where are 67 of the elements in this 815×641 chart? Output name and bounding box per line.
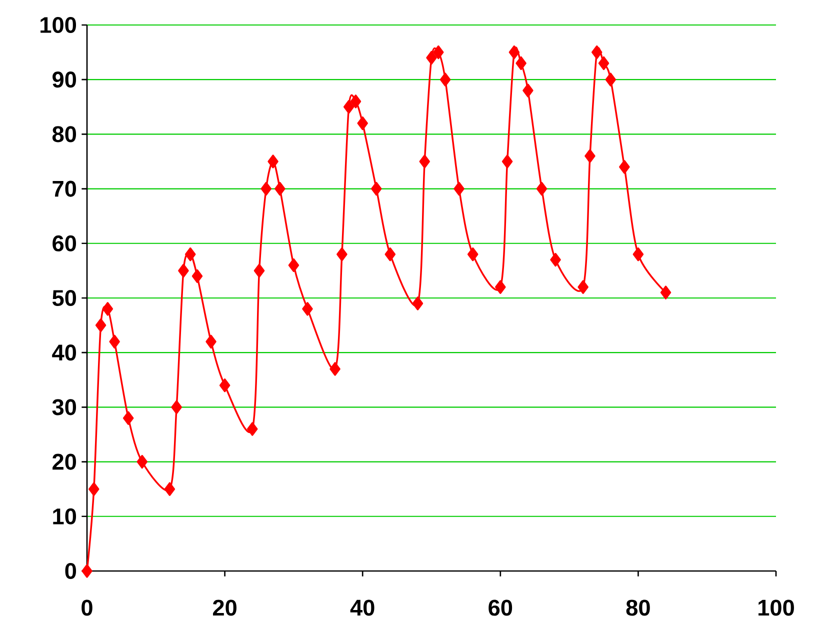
- point: [136, 454, 148, 469]
- x-tick-label: 100: [758, 600, 794, 616]
- y-tick-label: 100: [40, 16, 76, 34]
- point: [598, 56, 610, 70]
- y-tick-label: 20: [52, 454, 76, 470]
- point: [254, 264, 265, 278]
- point: [192, 269, 203, 284]
- x-tick-label: 80: [626, 600, 650, 616]
- x-tick-label: 0: [82, 600, 92, 616]
- point: [302, 302, 313, 316]
- y-tick-label: 10: [53, 508, 76, 524]
- point: [206, 334, 216, 349]
- point: [508, 45, 520, 60]
- point: [550, 252, 561, 267]
- point: [454, 182, 464, 196]
- point: [88, 482, 100, 496]
- point: [343, 100, 354, 114]
- point: [219, 378, 230, 392]
- point: [495, 280, 506, 294]
- point: [591, 45, 602, 60]
- point: [171, 400, 182, 414]
- point: [502, 154, 513, 168]
- point: [584, 149, 596, 163]
- x-tick-label: 40: [350, 600, 374, 616]
- y-tick-label: 40: [52, 344, 76, 361]
- y-tick-label: 0: [65, 562, 76, 580]
- point: [336, 247, 348, 262]
- point: [82, 564, 92, 578]
- y-tick-label: 30: [52, 399, 76, 416]
- point: [109, 334, 120, 349]
- point: [288, 258, 300, 272]
- point: [178, 264, 189, 278]
- point: [660, 286, 672, 300]
- point: [122, 411, 134, 425]
- point: [426, 50, 437, 65]
- y-tick-label: 50: [52, 290, 76, 306]
- point: [268, 154, 278, 168]
- point: [419, 154, 430, 168]
- y-tick-label: 80: [52, 126, 76, 142]
- point: [632, 247, 644, 262]
- point: [440, 72, 451, 86]
- point: [605, 72, 616, 86]
- point: [260, 182, 272, 196]
- x-tick-label: 60: [488, 600, 512, 616]
- point: [467, 247, 478, 262]
- point: [371, 182, 382, 196]
- point: [95, 318, 106, 332]
- point: [164, 482, 176, 496]
- point: [274, 182, 286, 196]
- y-tick-label: 90: [52, 72, 76, 88]
- y-tick-label: 70: [52, 180, 76, 197]
- point: [578, 280, 588, 294]
- point: [412, 296, 424, 310]
- y-tick-label: 60: [52, 235, 76, 252]
- point: [357, 116, 368, 130]
- point: [522, 84, 534, 98]
- point: [102, 302, 114, 316]
- point: [330, 362, 340, 376]
- point: [619, 160, 630, 174]
- point: [184, 247, 196, 262]
- point: [516, 56, 526, 70]
- x-tick-label: 20: [212, 600, 236, 616]
- point: [246, 422, 258, 436]
- point: [433, 45, 444, 60]
- point: [384, 247, 396, 262]
- point: [350, 94, 362, 108]
- point: [536, 182, 548, 196]
